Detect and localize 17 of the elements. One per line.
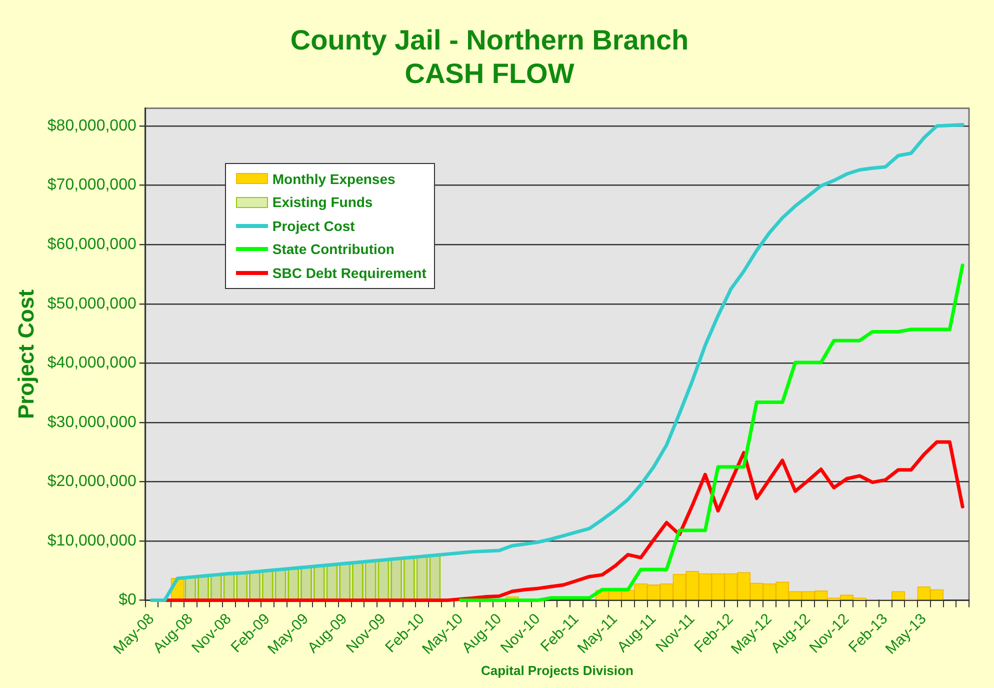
y-tick-label: $10,000,000	[47, 532, 136, 550]
y-tick-label: $80,000,000	[47, 117, 136, 134]
legend-label: Existing Funds	[272, 194, 373, 210]
y-tick-label: $0	[118, 592, 136, 609]
y-axis-title: Project Cost	[13, 288, 38, 420]
legend-label: State Contribution	[272, 241, 394, 258]
legend-label: SBC Debt Requirement	[272, 264, 426, 281]
y-tick-label: $30,000,000	[47, 414, 136, 431]
y-tick-label: $70,000,000	[47, 176, 136, 194]
y-tick-label: $50,000,000	[47, 295, 136, 312]
y-tick-label: $60,000,000	[47, 236, 136, 253]
y-tick-label: $40,000,000	[47, 354, 136, 372]
chart-title: County Jail - Northern Branch CASH FLOW	[290, 24, 689, 90]
legend-label: Project Cost	[272, 218, 355, 234]
legend-label: Monthly Expenses	[272, 170, 396, 187]
x-axis-title: Capital Projects Division	[480, 662, 634, 678]
y-tick-label: $20,000,000	[47, 473, 136, 490]
